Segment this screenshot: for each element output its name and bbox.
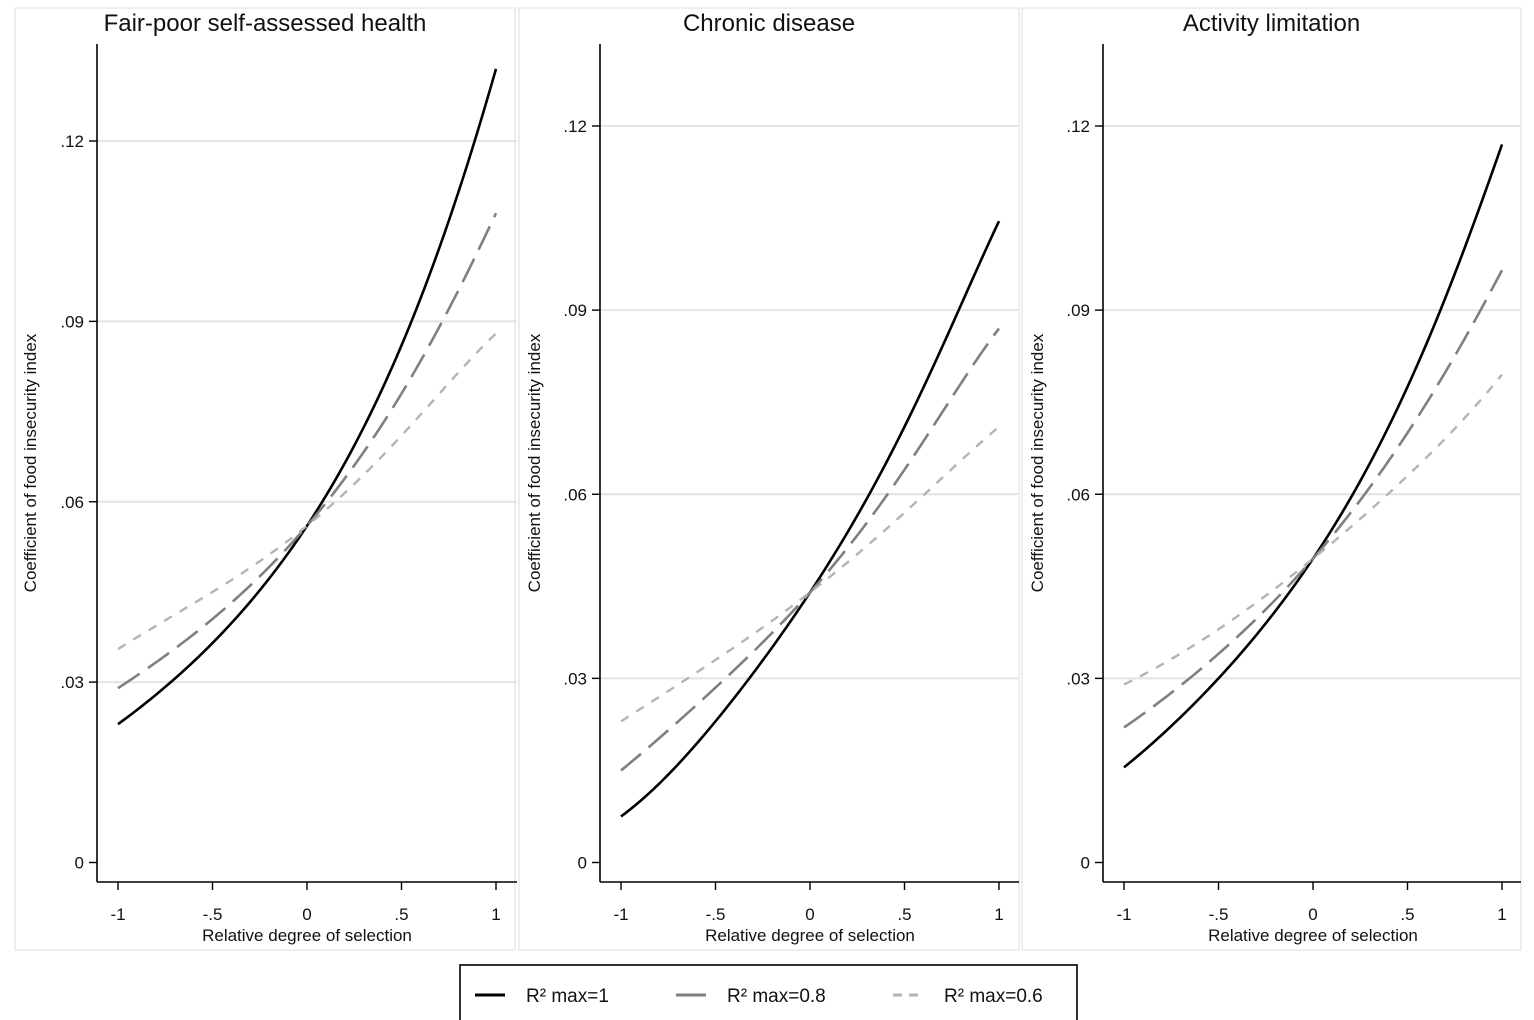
- y-tick-label: 0: [1081, 854, 1090, 873]
- x-tick-label: 0: [805, 905, 814, 924]
- y-tick-label: .03: [60, 673, 84, 692]
- panel-2: Chronic disease 0 .03 .06 .09 .12 -1 -.5 0 .5 1 Rel…: [518, 7, 1020, 951]
- x-axis-title: Relative degree of selection: [202, 926, 412, 945]
- y-tick-label: .06: [563, 485, 587, 504]
- x-tick-label: .5: [1400, 905, 1414, 924]
- panel-title: Chronic disease: [683, 10, 855, 37]
- series-line-3: [1123, 373, 1503, 686]
- y-tick-label: .03: [563, 669, 587, 688]
- y-axis-title: Coefficient of food insecurity index: [525, 333, 544, 592]
- y-tick-label: .09: [1066, 301, 1090, 320]
- legend-label-3: R² max=0.6: [944, 986, 1043, 1007]
- series-line-2: [1123, 269, 1504, 729]
- x-tick-label: 1: [491, 905, 500, 924]
- legend-label-2: R² max=0.8: [727, 986, 826, 1007]
- series-line-2: [117, 212, 498, 690]
- series-line-1: [117, 68, 498, 726]
- series-line-2: [620, 327, 1001, 772]
- y-tick-label: .12: [60, 132, 84, 151]
- legend: R² max=1 R² max=0.8 R² max=0.6: [459, 964, 1078, 1020]
- series-line-3: [620, 425, 1000, 723]
- panel-border: [518, 7, 1020, 951]
- panels: Fair-poor self-assessed health 0 .03 .06 .09…: [14, 7, 1522, 951]
- y-tick-label: .09: [60, 312, 84, 331]
- y-tick-label: .12: [563, 117, 587, 136]
- legend-box: [459, 964, 1078, 1020]
- panel-3: Activity limitation 0 .03 .06 .09 .12 -1 -.5 0 .5…: [1021, 7, 1522, 951]
- x-tick-label: -1: [613, 905, 628, 924]
- x-tick-label: 1: [1497, 905, 1506, 924]
- x-tick-label: 1: [994, 905, 1003, 924]
- x-tick-label: -1: [110, 905, 125, 924]
- panel-title: Fair-poor self-assessed health: [104, 10, 427, 37]
- x-tick-label: .5: [394, 905, 408, 924]
- y-tick-label: 0: [578, 854, 587, 873]
- y-tick-label: .06: [1066, 485, 1090, 504]
- x-tick-label: -1: [1116, 905, 1131, 924]
- panel-border: [14, 7, 516, 951]
- x-tick-label: -.5: [203, 905, 223, 924]
- legend-label-1: R² max=1: [526, 986, 609, 1007]
- x-tick-label: .5: [897, 905, 911, 924]
- y-tick-label: .09: [563, 301, 587, 320]
- x-tick-label: -.5: [706, 905, 726, 924]
- y-axis-title: Coefficient of food insecurity index: [21, 333, 40, 592]
- x-axis-title: Relative degree of selection: [705, 926, 915, 945]
- y-tick-label: .03: [1066, 669, 1090, 688]
- y-axis-title: Coefficient of food insecurity index: [1028, 333, 1047, 592]
- panel-border: [1021, 7, 1522, 951]
- x-tick-label: 0: [302, 905, 311, 924]
- y-tick-label: .06: [60, 493, 84, 512]
- y-tick-label: 0: [75, 854, 84, 873]
- series-line-3: [117, 332, 497, 651]
- x-tick-label: 0: [1308, 905, 1317, 924]
- panel-title: Activity limitation: [1183, 10, 1360, 37]
- x-tick-label: -.5: [1209, 905, 1229, 924]
- x-axis-title: Relative degree of selection: [1208, 926, 1418, 945]
- panel-1: Fair-poor self-assessed health 0 .03 .06 .09…: [14, 7, 517, 951]
- y-tick-label: .12: [1066, 117, 1090, 136]
- series-line-1: [1123, 143, 1504, 769]
